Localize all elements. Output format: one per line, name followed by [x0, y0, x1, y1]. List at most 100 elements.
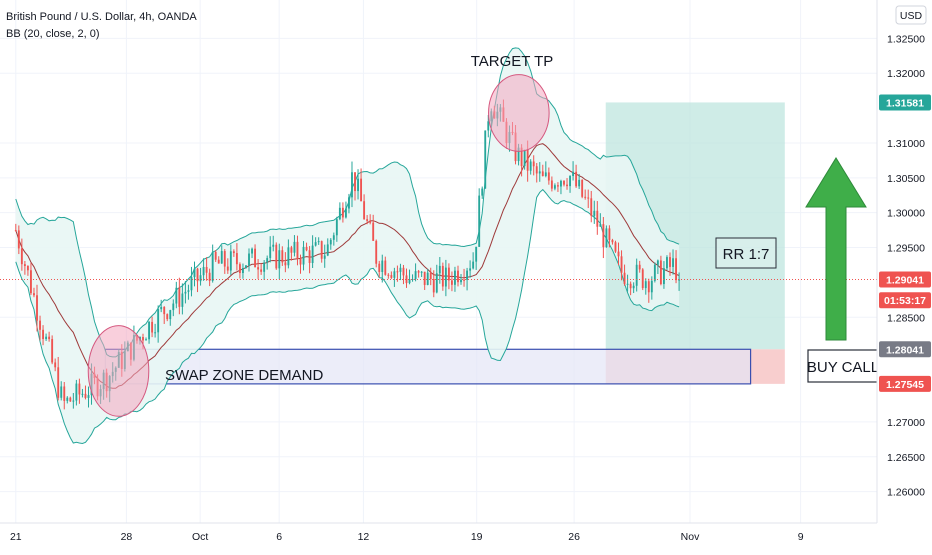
- candle-body: [517, 147, 520, 162]
- candle-body: [20, 248, 23, 265]
- candle-body: [672, 258, 674, 267]
- rr-box[interactable]: [715, 237, 777, 269]
- candle-body: [450, 280, 453, 285]
- price-label-text: 1.29041: [886, 275, 924, 287]
- candle-body: [375, 240, 378, 264]
- time-tick-label: 9: [798, 531, 804, 543]
- candle-body: [42, 329, 44, 340]
- candle-body: [641, 269, 644, 289]
- candle-body: [57, 367, 60, 398]
- candle-body: [605, 228, 608, 248]
- price-label-text: 1.27545: [886, 379, 924, 391]
- candle-body: [590, 198, 593, 216]
- candle-body: [399, 267, 402, 272]
- candle-body: [269, 246, 272, 259]
- candle-body: [257, 267, 260, 270]
- currency-button[interactable]: [895, 5, 927, 25]
- candle-body: [487, 121, 490, 131]
- candle-body: [650, 280, 653, 293]
- candle-body: [426, 272, 429, 285]
- candle-body: [169, 310, 172, 320]
- candle-body: [608, 228, 611, 240]
- candle-body: [14, 230, 17, 232]
- price-tick-label: 1.31000: [887, 138, 925, 150]
- candle-body: [369, 220, 372, 223]
- candle-body: [254, 248, 257, 268]
- price-tick-label: 1.32500: [887, 33, 925, 45]
- candle-body: [469, 268, 472, 271]
- candle-body: [290, 247, 293, 253]
- candle-body: [33, 293, 35, 296]
- candle-body: [378, 263, 381, 272]
- candle-body: [629, 283, 632, 289]
- candle-body: [45, 336, 48, 340]
- price-tick-label: 1.32000: [887, 68, 925, 80]
- candle-body: [550, 180, 553, 189]
- candle-body: [266, 258, 269, 263]
- price-label-text: 01:53:17: [884, 295, 926, 307]
- candle-body: [299, 258, 302, 265]
- candle-body: [626, 283, 629, 285]
- time-axis-bg: [0, 523, 932, 550]
- candle-body: [584, 196, 587, 198]
- highlight-circle[interactable]: [488, 74, 550, 152]
- candle-body: [145, 339, 147, 341]
- buy-call-box[interactable]: [807, 349, 879, 383]
- candle-body: [229, 251, 232, 271]
- highlight-circle[interactable]: [87, 325, 150, 417]
- price-tick-label: 1.29500: [887, 243, 925, 255]
- candle-body: [638, 264, 641, 270]
- candle-body: [75, 383, 78, 401]
- candle-body: [529, 161, 532, 171]
- time-tick-label: 6: [276, 531, 282, 543]
- candle-body: [611, 239, 614, 243]
- candle-body: [429, 272, 432, 280]
- candle-body: [166, 314, 169, 320]
- candle-body: [587, 197, 590, 199]
- candle-body: [187, 290, 190, 292]
- time-tick-label: Oct: [192, 531, 208, 543]
- price-label-badge: [879, 375, 931, 392]
- time-tick-label: 28: [121, 531, 133, 543]
- candle-body: [335, 219, 338, 236]
- candle-body: [523, 149, 526, 167]
- candle-body: [644, 281, 647, 289]
- up-arrow-icon[interactable]: [805, 157, 867, 341]
- candle-body: [272, 244, 275, 247]
- price-tick-label: 1.26500: [887, 452, 925, 464]
- indicator-label: BB (20, close, 2, 0): [6, 28, 100, 40]
- candle-body: [390, 275, 393, 278]
- candle-body: [69, 397, 72, 402]
- candle-body: [17, 230, 20, 249]
- candle-body: [302, 246, 305, 265]
- candle-body: [659, 260, 662, 285]
- candle-body: [596, 210, 599, 227]
- candle-body: [544, 172, 547, 177]
- candle-body: [338, 207, 341, 220]
- candle-body: [432, 279, 435, 293]
- candle-body: [275, 244, 278, 269]
- price-tick-label: 1.26000: [887, 487, 925, 499]
- candle-body: [454, 270, 456, 285]
- candle-body: [384, 260, 387, 275]
- swap-zone-demand-box[interactable]: [104, 348, 752, 385]
- candle-body: [142, 337, 144, 341]
- candle-body: [351, 172, 353, 198]
- candle-body: [172, 303, 175, 311]
- candle-body: [51, 339, 54, 363]
- candle-body: [572, 171, 575, 177]
- candle-body: [63, 386, 66, 401]
- candle-body: [532, 161, 535, 167]
- candle-body: [553, 185, 556, 189]
- candle-body: [372, 222, 375, 241]
- currency-button-label: USD: [900, 10, 923, 22]
- candle-body: [566, 184, 568, 187]
- candle-body: [438, 265, 441, 274]
- candle-body: [556, 185, 559, 187]
- candle-body: [569, 176, 571, 187]
- candle-body: [260, 269, 263, 272]
- candle-body: [678, 279, 681, 281]
- candle-body: [305, 246, 308, 251]
